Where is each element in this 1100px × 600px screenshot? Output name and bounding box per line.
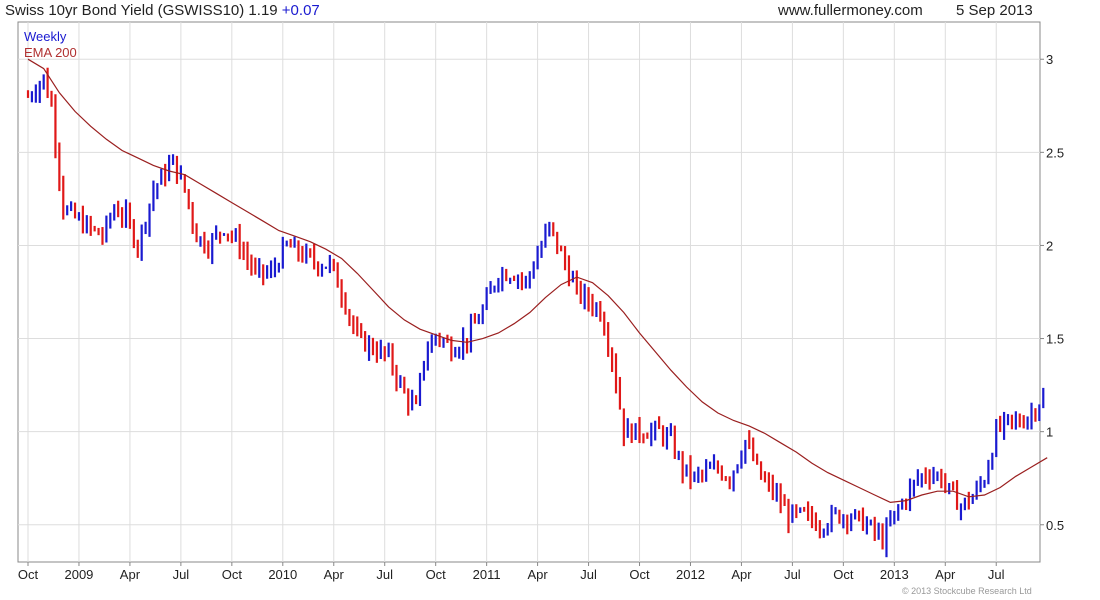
y-tick-label: 2: [1046, 238, 1053, 253]
x-tick-label: 2010: [268, 567, 297, 582]
x-tick-label: 2009: [64, 567, 93, 582]
y-tick-label: 1: [1046, 425, 1053, 440]
x-tick-label: 2011: [473, 567, 501, 582]
x-tick-label: Oct: [833, 567, 854, 582]
chart-title: Swiss 10yr Bond Yield (GSWISS10) 1.19 +0…: [5, 2, 320, 19]
x-tick-label: Apr: [527, 567, 548, 582]
x-tick-label: Apr: [324, 567, 345, 582]
grid-lines: [18, 22, 1040, 562]
x-tick-label: Jul: [173, 567, 190, 582]
x-tick-label: Oct: [426, 567, 447, 582]
y-tick-label: 2.5: [1046, 145, 1064, 160]
chart-header: Swiss 10yr Bond Yield (GSWISS10) 1.19 +0…: [0, 0, 1100, 24]
x-tick-label: 2012: [676, 567, 705, 582]
x-tick-label: Oct: [18, 567, 39, 582]
y-tick-label: 0.5: [1046, 518, 1064, 533]
y-tick-label: 1.5: [1046, 332, 1064, 347]
ema-200-line: [27, 58, 1048, 504]
x-tick-label: Apr: [120, 567, 141, 582]
x-tick-label: Jul: [376, 567, 393, 582]
legend-ema: EMA 200: [24, 45, 77, 60]
x-axis: Oct 2009 Apr Jul Oct 2010 Apr Jul Oct 2011 Apr Jul O…: [18, 562, 1005, 582]
x-tick-label: Jul: [988, 567, 1005, 582]
y-axis: 0.5 1 1.5 2 2.5 3: [1040, 52, 1064, 533]
y-tick-label: 3: [1046, 52, 1053, 67]
copyright: © 2013 Stockcube Research Ltd: [902, 586, 1032, 596]
chart-date: 5 Sep 2013: [956, 2, 1033, 19]
plot-frame: [17, 21, 1041, 563]
weekly-bars: [26, 67, 1045, 558]
x-tick-label: Jul: [784, 567, 801, 582]
x-tick-label: Oct: [222, 567, 243, 582]
x-tick-label: Apr: [935, 567, 956, 582]
x-tick-label: Oct: [629, 567, 650, 582]
x-tick-label: Jul: [580, 567, 597, 582]
legend-weekly: Weekly: [24, 29, 67, 44]
change-value: +0.07: [281, 2, 320, 19]
x-tick-label: 2013: [880, 567, 909, 582]
title-text: Swiss 10yr Bond Yield (GSWISS10) 1.19: [5, 2, 278, 19]
x-tick-label: Apr: [731, 567, 752, 582]
source-site: www.fullermoney.com: [778, 2, 923, 19]
